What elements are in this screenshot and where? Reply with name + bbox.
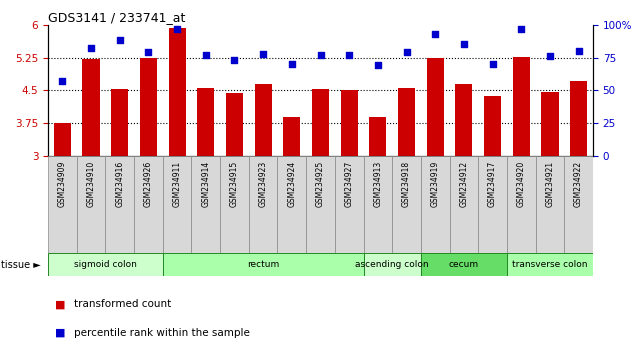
Bar — [513, 57, 530, 156]
Bar — [54, 123, 71, 156]
Text: GDS3141 / 233741_at: GDS3141 / 233741_at — [48, 11, 185, 24]
Bar — [363, 156, 392, 253]
Bar — [192, 156, 220, 253]
Bar — [220, 156, 249, 253]
Bar — [169, 28, 186, 156]
Bar — [249, 156, 278, 253]
Bar — [283, 117, 301, 156]
Text: ■: ■ — [54, 299, 65, 309]
Bar — [278, 156, 306, 253]
Text: transverse colon: transverse colon — [512, 260, 588, 269]
Point — [57, 78, 67, 84]
Text: GSM234912: GSM234912 — [460, 161, 469, 207]
Point — [344, 52, 354, 58]
Bar — [77, 156, 105, 253]
Bar — [455, 84, 472, 156]
Text: rectum: rectum — [247, 260, 279, 269]
Text: GSM234921: GSM234921 — [545, 161, 554, 207]
Text: GSM234919: GSM234919 — [431, 161, 440, 207]
Point — [201, 52, 211, 58]
Bar — [105, 156, 134, 253]
Bar — [163, 156, 192, 253]
Bar — [254, 84, 272, 156]
Text: GSM234923: GSM234923 — [259, 161, 268, 207]
Bar — [541, 92, 558, 156]
Point — [86, 46, 96, 51]
Text: GSM234927: GSM234927 — [345, 161, 354, 207]
Text: percentile rank within the sample: percentile rank within the sample — [74, 328, 249, 338]
Point — [258, 51, 269, 56]
Bar — [536, 156, 564, 253]
Bar — [507, 253, 593, 276]
Text: GSM234924: GSM234924 — [287, 161, 296, 207]
Point — [487, 61, 497, 67]
Point — [459, 41, 469, 47]
Bar — [111, 90, 128, 156]
Point — [115, 38, 125, 43]
Point — [172, 26, 182, 32]
Bar — [421, 156, 449, 253]
Bar — [570, 81, 587, 156]
Text: GSM234918: GSM234918 — [402, 161, 411, 207]
Text: GSM234917: GSM234917 — [488, 161, 497, 207]
Bar — [48, 156, 77, 253]
Point — [287, 61, 297, 67]
Text: sigmoid colon: sigmoid colon — [74, 260, 137, 269]
Point — [516, 26, 526, 32]
Point — [229, 57, 240, 63]
Text: GSM234925: GSM234925 — [316, 161, 325, 207]
Bar — [392, 156, 421, 253]
Point — [401, 50, 412, 55]
Bar — [363, 253, 421, 276]
Bar — [83, 59, 100, 156]
Text: GSM234911: GSM234911 — [172, 161, 181, 207]
Text: cecum: cecum — [449, 260, 479, 269]
Bar — [484, 96, 501, 156]
Text: GSM234915: GSM234915 — [230, 161, 239, 207]
Text: tissue ►: tissue ► — [1, 259, 41, 270]
Text: GSM234926: GSM234926 — [144, 161, 153, 207]
Text: GSM234916: GSM234916 — [115, 161, 124, 207]
Bar — [312, 88, 329, 156]
Bar — [507, 156, 536, 253]
Bar — [306, 156, 335, 253]
Bar — [197, 88, 214, 156]
Text: transformed count: transformed count — [74, 299, 171, 309]
Point — [315, 52, 326, 58]
Point — [430, 31, 440, 37]
Bar — [134, 156, 163, 253]
Text: ■: ■ — [54, 328, 65, 338]
Text: GSM234913: GSM234913 — [373, 161, 382, 207]
Text: GSM234914: GSM234914 — [201, 161, 210, 207]
Bar — [564, 156, 593, 253]
Text: GSM234922: GSM234922 — [574, 161, 583, 207]
Bar — [340, 90, 358, 156]
Bar — [335, 156, 363, 253]
Bar — [398, 88, 415, 156]
Point — [574, 48, 584, 54]
Point — [144, 50, 154, 55]
Bar — [449, 156, 478, 253]
Bar — [48, 253, 163, 276]
Text: GSM234910: GSM234910 — [87, 161, 96, 207]
Bar — [369, 117, 387, 156]
Bar — [421, 253, 507, 276]
Bar — [140, 58, 157, 156]
Bar — [478, 156, 507, 253]
Point — [545, 53, 555, 59]
Bar — [163, 253, 363, 276]
Text: GSM234920: GSM234920 — [517, 161, 526, 207]
Point — [372, 63, 383, 68]
Text: ascending colon: ascending colon — [355, 260, 429, 269]
Bar — [226, 93, 243, 156]
Bar — [427, 57, 444, 156]
Text: GSM234909: GSM234909 — [58, 161, 67, 207]
